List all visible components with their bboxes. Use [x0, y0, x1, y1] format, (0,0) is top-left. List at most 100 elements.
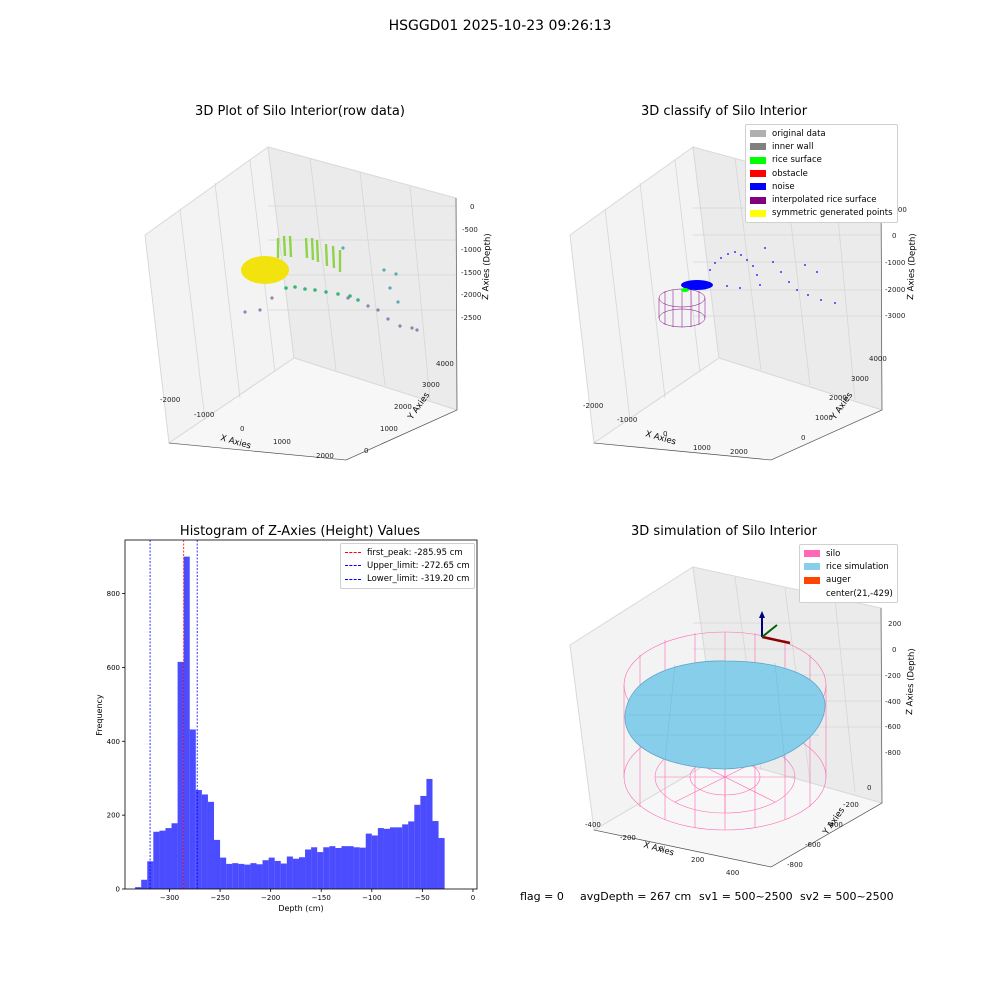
y-tick: 2000: [829, 394, 847, 402]
z-tick-labels: 1000 0 -1000 -2000 -3000: [885, 206, 907, 320]
legend-item: center(21,-429): [804, 587, 893, 600]
histogram-bar: [238, 863, 245, 889]
histogram-bar: [262, 860, 269, 889]
z-axis-label: Z Axies (Depth): [906, 233, 918, 300]
z-axis-label: Z Axies (Depth): [481, 233, 493, 300]
y-tick: 3000: [422, 381, 440, 389]
histogram-bar: [256, 864, 263, 889]
z-tick: 1000: [889, 206, 907, 214]
x-tick-label: −250: [210, 894, 229, 902]
x-tick: -1000: [617, 416, 637, 424]
z-tick-labels: 0 -500 -1000 -1500 -2000 -2500: [461, 203, 481, 322]
rice-simulation-surface: [624, 660, 826, 770]
teal-points: [284, 285, 360, 302]
y-tick: 1000: [380, 425, 398, 433]
histogram-bar: [323, 847, 330, 889]
histogram-bar: [402, 824, 409, 889]
y-tick: 2000: [394, 403, 412, 411]
x-ticks: −300 −250 −200 −150 −100 −50 0: [160, 889, 475, 902]
z-tick: -3000: [885, 312, 905, 320]
y-tick: 0: [364, 447, 368, 455]
histogram-bar: [280, 863, 287, 889]
legend-item: Lower_limit: -319.20 cm: [345, 573, 470, 586]
histogram-bar: [438, 838, 445, 889]
z-tick: -1000: [461, 246, 481, 254]
blue-points: [341, 246, 400, 304]
x-tick-label: −200: [261, 894, 280, 902]
z-tick: -600: [885, 723, 901, 731]
x-tick: 0: [663, 430, 667, 438]
histogram-bar: [147, 861, 154, 889]
z-tick: -1500: [461, 269, 481, 277]
histogram-bar: [189, 729, 196, 889]
x-tick: 1000: [273, 438, 291, 446]
y-tick: 0: [867, 784, 871, 792]
histogram-bar: [244, 864, 251, 889]
legend-swatch: [750, 196, 766, 204]
x-tick-label: −50: [415, 894, 430, 902]
z-tick: 0: [892, 232, 896, 240]
legend-label: Upper_limit: -272.65 cm: [367, 560, 470, 571]
legend-swatch: [804, 576, 820, 584]
z-tick: -800: [885, 749, 901, 757]
green-column-points: [276, 235, 342, 272]
x-tick: 200: [691, 856, 704, 864]
histogram-bar: [226, 863, 233, 889]
x-axis-label: Depth (cm): [278, 904, 323, 913]
histogram-bar: [274, 860, 281, 889]
x-tick: -2000: [160, 396, 180, 404]
histogram-bar: [414, 804, 421, 889]
histogram-title: Histogram of Z-Axies (Height) Values: [179, 524, 421, 539]
histogram-bars: [135, 556, 445, 889]
legend-item: obstacle: [750, 167, 893, 180]
histogram-bar: [195, 790, 202, 889]
legend-label: center(21,-429): [826, 588, 893, 599]
legend-item: rice surface: [750, 154, 893, 167]
legend-label: original data: [772, 128, 826, 139]
x-tick: -2000: [583, 402, 603, 410]
z-axis-label: Z Axies (Depth): [905, 648, 917, 715]
legend-line: [345, 552, 361, 554]
legend-label: first_peak: -285.95 cm: [367, 547, 463, 558]
histogram-bar: [286, 856, 293, 889]
legend-item: auger: [804, 574, 893, 587]
histogram-bar: [383, 828, 391, 889]
legend-item: silo: [804, 547, 893, 560]
histogram-bar: [311, 847, 318, 889]
x-tick-label: −300: [160, 894, 179, 902]
y-tick-labels: 0 1000 2000 3000 4000: [801, 355, 887, 442]
legend-item: noise: [750, 180, 893, 193]
z-tick: -500: [462, 226, 478, 234]
histogram-bar: [171, 823, 178, 889]
x-tick: 2000: [316, 452, 334, 460]
grid-lines: [179, 157, 456, 421]
histogram-bar: [141, 879, 148, 889]
z-tick: 0: [892, 646, 896, 654]
x-tick-labels: -2000 -1000 0 1000 2000: [160, 396, 334, 460]
y-tick-label: 0: [116, 886, 120, 894]
legend-label: Lower_limit: -319.20 cm: [367, 574, 470, 585]
legend-item: interpolated rice surface: [750, 193, 893, 206]
x-tick-label: 0: [471, 894, 475, 902]
histogram-bar: [353, 847, 360, 889]
x-tick-label: −100: [362, 894, 381, 902]
y-tick-label: 600: [107, 664, 120, 672]
y-tick: -400: [827, 821, 843, 829]
legend-swatch: [750, 156, 766, 164]
classify-legend: original data inner wall rice surface ob…: [745, 124, 898, 224]
histogram-bar: [408, 821, 415, 889]
histogram-bar: [207, 801, 215, 889]
histogram-bar: [159, 830, 166, 889]
histogram-bar: [432, 821, 439, 889]
panel1-title: 3D Plot of Silo Interior(row data): [195, 104, 405, 119]
figure-title: HSGGD01 2025-10-23 09:26:13: [388, 18, 612, 34]
y-tick: -200: [843, 801, 859, 809]
legend-swatch: [804, 563, 820, 571]
legend-label: symmetric generated points: [772, 208, 893, 219]
legend-item: inner wall: [750, 140, 893, 153]
histogram-bar: [347, 846, 354, 889]
histogram-bar: [329, 846, 336, 889]
histogram-bar: [165, 828, 172, 889]
y-tick-label: 800: [107, 590, 120, 598]
z-tick: 0: [470, 203, 474, 211]
